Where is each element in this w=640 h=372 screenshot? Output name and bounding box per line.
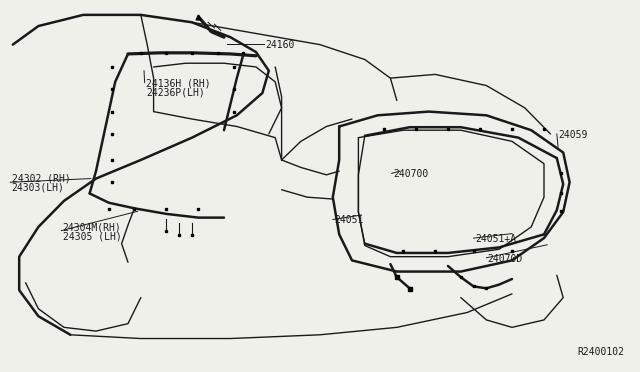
Text: 24051+A: 24051+A	[475, 234, 516, 244]
Text: 24160: 24160	[266, 40, 295, 49]
Text: 24236P(LH): 24236P(LH)	[146, 87, 205, 97]
Text: 24305 (LH): 24305 (LH)	[63, 231, 122, 241]
Text: 24059: 24059	[558, 130, 588, 140]
Text: 240700: 240700	[393, 169, 428, 179]
Text: 24070D: 24070D	[488, 254, 523, 263]
Text: 24051: 24051	[334, 215, 364, 225]
Text: 24136H (RH): 24136H (RH)	[146, 79, 211, 89]
Text: 24304M(RH): 24304M(RH)	[63, 223, 122, 232]
Text: 24302 (RH): 24302 (RH)	[12, 174, 70, 183]
Text: R2400102: R2400102	[577, 347, 624, 356]
Text: 24303(LH): 24303(LH)	[12, 182, 65, 192]
